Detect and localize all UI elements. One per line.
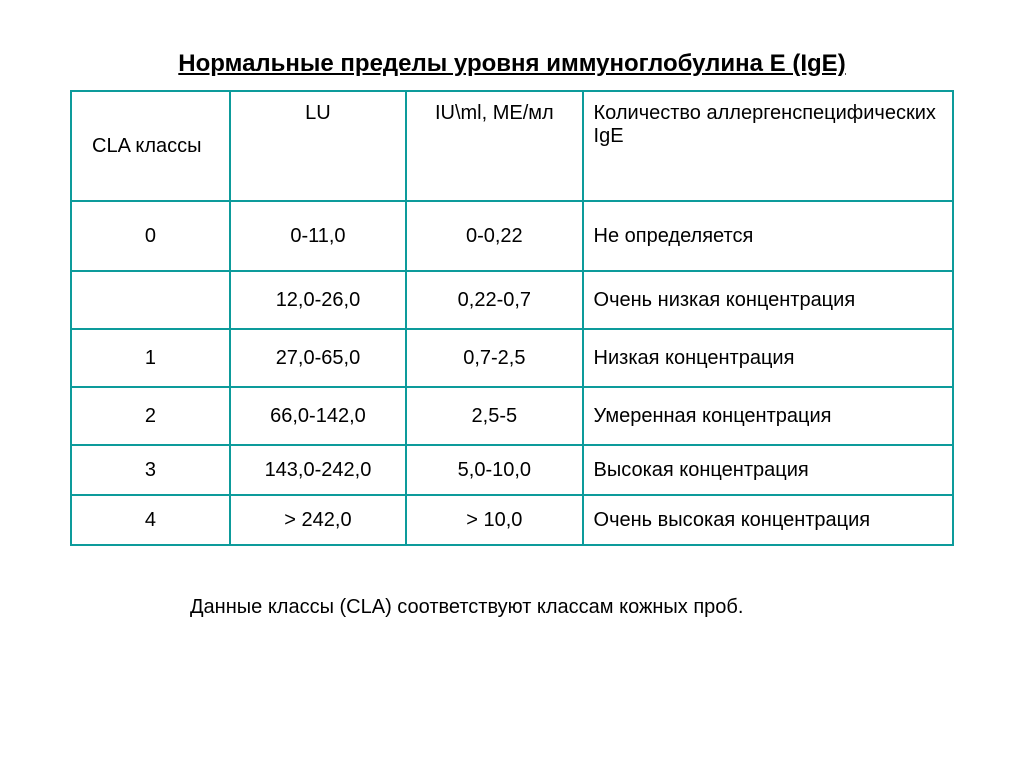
- page-title: Нормальные пределы уровня иммуноглобулин…: [70, 50, 954, 78]
- cell-cla: 1: [71, 329, 230, 387]
- cell-desc: Не определяется: [583, 201, 953, 271]
- table-row: 1 27,0-65,0 0,7-2,5 Низкая концентрация: [71, 329, 953, 387]
- cell-iu: > 10,0: [406, 495, 582, 545]
- footnote-text: Данные классы (CLA) соответствуют класса…: [70, 596, 954, 619]
- cell-cla: [71, 271, 230, 329]
- cell-desc: Очень высокая концентрация: [583, 495, 953, 545]
- cell-lu: 12,0-26,0: [230, 271, 406, 329]
- cell-lu: > 242,0: [230, 495, 406, 545]
- col-header-cla: CLA классы: [71, 91, 230, 201]
- cell-desc: Высокая концентрация: [583, 445, 953, 495]
- cell-cla: 0: [71, 201, 230, 271]
- col-header-desc: Количество аллергенспецифических IgE: [583, 91, 953, 201]
- table-row: 0 0-11,0 0-0,22 Не определяется: [71, 201, 953, 271]
- cell-cla: 4: [71, 495, 230, 545]
- cell-lu: 143,0-242,0: [230, 445, 406, 495]
- cell-desc: Низкая концентрация: [583, 329, 953, 387]
- cell-iu: 0,22-0,7: [406, 271, 582, 329]
- table-row: 2 66,0-142,0 2,5-5 Умеренная концентраци…: [71, 387, 953, 445]
- table-row: 4 > 242,0 > 10,0 Очень высокая концентра…: [71, 495, 953, 545]
- cell-iu: 0,7-2,5: [406, 329, 582, 387]
- col-header-iu: IU\ml, МЕ/мл: [406, 91, 582, 201]
- cell-lu: 27,0-65,0: [230, 329, 406, 387]
- cell-lu: 0-11,0: [230, 201, 406, 271]
- cell-cla: 2: [71, 387, 230, 445]
- table-row: 12,0-26,0 0,22-0,7 Очень низкая концентр…: [71, 271, 953, 329]
- ige-table: CLA классы LU IU\ml, МЕ/мл Количество ал…: [70, 90, 954, 546]
- cell-desc: Умеренная концентрация: [583, 387, 953, 445]
- cell-desc: Очень низкая концентрация: [583, 271, 953, 329]
- table-header-row: CLA классы LU IU\ml, МЕ/мл Количество ал…: [71, 91, 953, 201]
- cell-iu: 5,0-10,0: [406, 445, 582, 495]
- cell-iu: 2,5-5: [406, 387, 582, 445]
- cell-iu: 0-0,22: [406, 201, 582, 271]
- cell-lu: 66,0-142,0: [230, 387, 406, 445]
- cell-cla: 3: [71, 445, 230, 495]
- col-header-lu: LU: [230, 91, 406, 201]
- table-row: 3 143,0-242,0 5,0-10,0 Высокая концентра…: [71, 445, 953, 495]
